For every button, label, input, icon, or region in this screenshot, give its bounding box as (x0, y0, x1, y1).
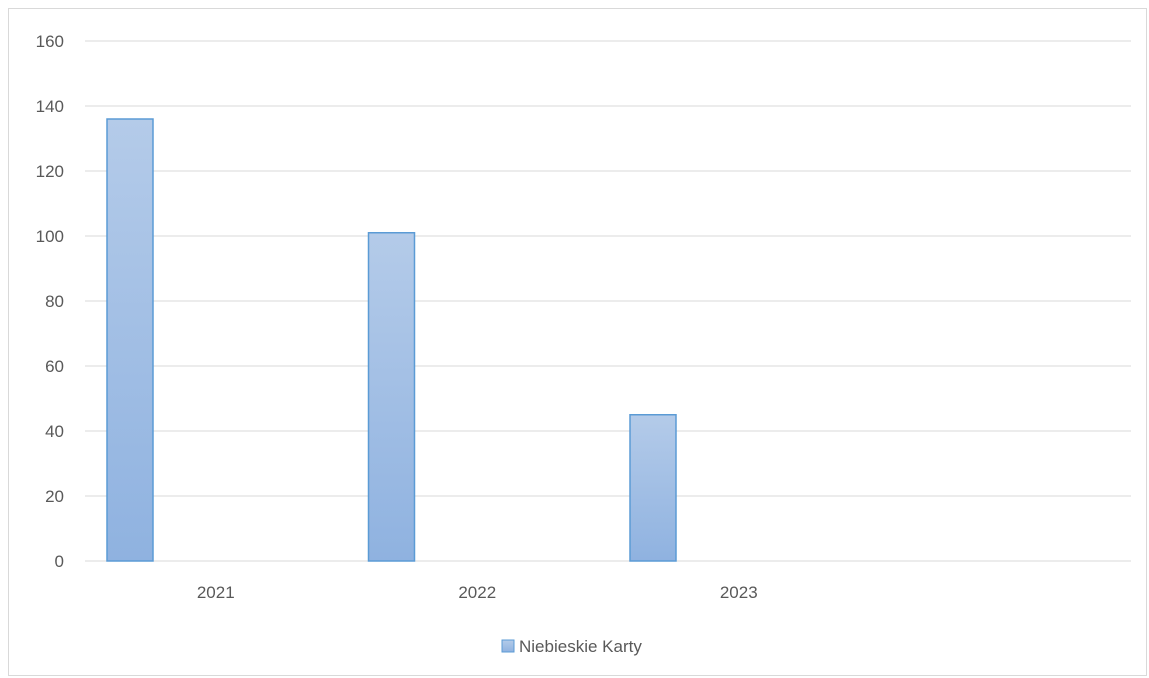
y-tick-label: 140 (36, 97, 64, 116)
gridlines (85, 40, 1131, 562)
bar-2021 (106, 118, 154, 562)
y-tick-label: 40 (45, 422, 64, 441)
y-axis-tick-labels: 0 20 40 60 80 100 120 140 160 (36, 32, 64, 571)
y-tick-label: 20 (45, 487, 64, 506)
y-tick-label: 60 (45, 357, 64, 376)
legend-swatch (501, 639, 515, 653)
y-tick-label: 80 (45, 292, 64, 311)
y-tick-label: 0 (55, 552, 64, 571)
y-tick-label: 120 (36, 162, 64, 181)
x-axis-tick-labels: 2021 2022 2023 (197, 583, 758, 602)
legend: Niebieskie Karty (501, 637, 642, 656)
y-tick-label: 100 (36, 227, 64, 246)
x-tick-label: 2023 (720, 583, 758, 602)
x-tick-label: 2021 (197, 583, 235, 602)
x-tick-label: 2022 (458, 583, 496, 602)
bars (106, 118, 677, 562)
y-tick-label: 160 (36, 32, 64, 51)
bar-2023 (629, 414, 677, 562)
bar-2022 (367, 232, 416, 562)
legend-label: Niebieskie Karty (519, 637, 642, 656)
chart-frame (8, 8, 1147, 676)
